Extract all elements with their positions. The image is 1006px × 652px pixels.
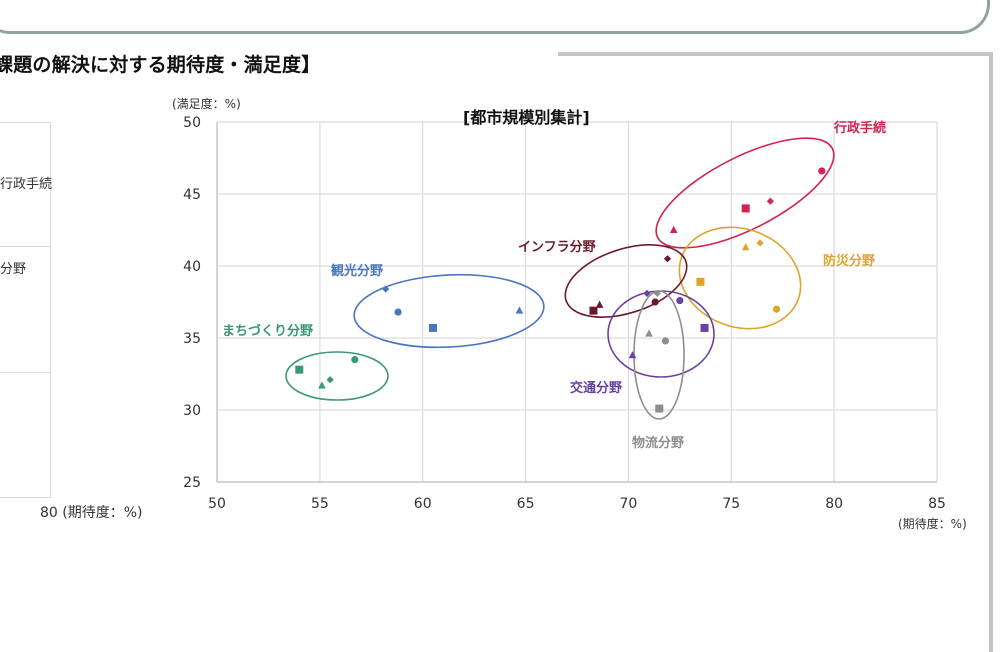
data-point-square-icon — [295, 365, 304, 374]
data-point-square-icon — [655, 404, 664, 413]
data-point-circle-icon — [676, 296, 684, 305]
group-ellipse — [678, 226, 802, 330]
group-ellipse — [607, 290, 715, 378]
group-ellipse — [353, 273, 545, 349]
data-point-circle-icon — [394, 308, 402, 316]
axis-ticks: 50 55 60 65 70 75 80 85 50 45 40 35 30 25 — [183, 115, 946, 512]
data-point-triangle-icon — [669, 225, 678, 233]
group-label: 交通分野 — [570, 380, 622, 396]
group-label: 物流分野 — [632, 435, 684, 451]
data-point-triangle-icon — [628, 351, 637, 359]
y-tick-label: 45 — [183, 187, 201, 203]
chart-grid — [216, 121, 938, 483]
y-tick-label: 40 — [183, 259, 201, 275]
data-point-circle-icon — [818, 167, 826, 175]
data-point-diamond-icon — [643, 289, 651, 297]
data-point-triangle-icon — [318, 381, 326, 389]
y-tick-label: 50 — [183, 115, 201, 131]
x-tick-label: 50 — [208, 496, 226, 512]
page-title: 課題の解決に対する期待度・満足度】 — [0, 54, 321, 76]
x-tick-label: 65 — [517, 496, 535, 512]
data-point-triangle-icon — [741, 243, 750, 251]
data-point-diamond-icon — [756, 239, 764, 247]
left-chart-label-bunya: 分野 — [0, 262, 27, 277]
x-tick-label: 75 — [722, 496, 740, 512]
group-label: まちづくり分野 — [222, 323, 313, 339]
group-label: インフラ分野 — [518, 239, 596, 255]
data-points — [295, 167, 826, 413]
x-tick-label: 55 — [311, 496, 329, 512]
x-tick-label: 60 — [414, 496, 432, 512]
data-point-triangle-icon — [515, 306, 524, 314]
y-tick-label: 35 — [183, 331, 201, 347]
chart-frame — [558, 52, 993, 652]
x-tick-label: 70 — [620, 496, 638, 512]
data-point-triangle-icon — [595, 300, 604, 308]
group-label: 観光分野 — [330, 263, 383, 279]
group-ellipse — [564, 244, 688, 318]
chart-subtitle: [都市規模別集計] — [463, 108, 590, 127]
data-point-circle-icon — [651, 298, 659, 306]
data-point-square-icon — [741, 204, 750, 213]
y-tick-label: 30 — [183, 403, 201, 419]
group-ellipse — [285, 351, 389, 401]
x-axis-title: (期待度：%) — [898, 516, 967, 531]
x-tick-label: 85 — [928, 496, 946, 512]
left-chart-label-gyosei: 行政手続 — [0, 177, 53, 192]
left-chart-gridline — [0, 372, 51, 373]
data-point-diamond-icon — [663, 255, 672, 263]
data-point-square-icon — [429, 323, 437, 332]
x-tick-label: 80 — [825, 496, 843, 512]
data-point-circle-icon — [351, 356, 359, 364]
data-point-triangle-icon — [645, 329, 653, 337]
group-ellipse — [633, 290, 685, 420]
scatter-chart: 50 55 60 65 70 75 80 85 50 45 40 35 30 25 (満足度：%) (期待… — [172, 96, 967, 531]
y-axis-title: (満足度：%) — [172, 96, 241, 111]
data-point-diamond-icon — [382, 285, 390, 293]
data-point-square-icon — [589, 306, 598, 315]
data-point-diamond-icon — [326, 376, 334, 384]
data-point-diamond-icon — [766, 197, 774, 205]
group-ellipses — [285, 137, 835, 420]
left-chart-gridline — [0, 246, 51, 247]
y-tick-label: 25 — [183, 475, 201, 491]
data-point-square-icon — [696, 277, 705, 286]
group-ellipse — [655, 137, 835, 249]
group-label: 行政手続 — [833, 120, 886, 136]
data-point-circle-icon — [772, 305, 781, 313]
left-chart-plot-area — [0, 122, 51, 498]
data-point-square-icon — [700, 323, 709, 332]
group-label: 防災分野 — [823, 253, 875, 269]
data-point-diamond-icon — [653, 289, 661, 297]
left-chart-x-axis-label: 80 (期待度：%) — [40, 505, 143, 521]
data-point-circle-icon — [661, 337, 670, 345]
header-panel — [0, 0, 990, 34]
